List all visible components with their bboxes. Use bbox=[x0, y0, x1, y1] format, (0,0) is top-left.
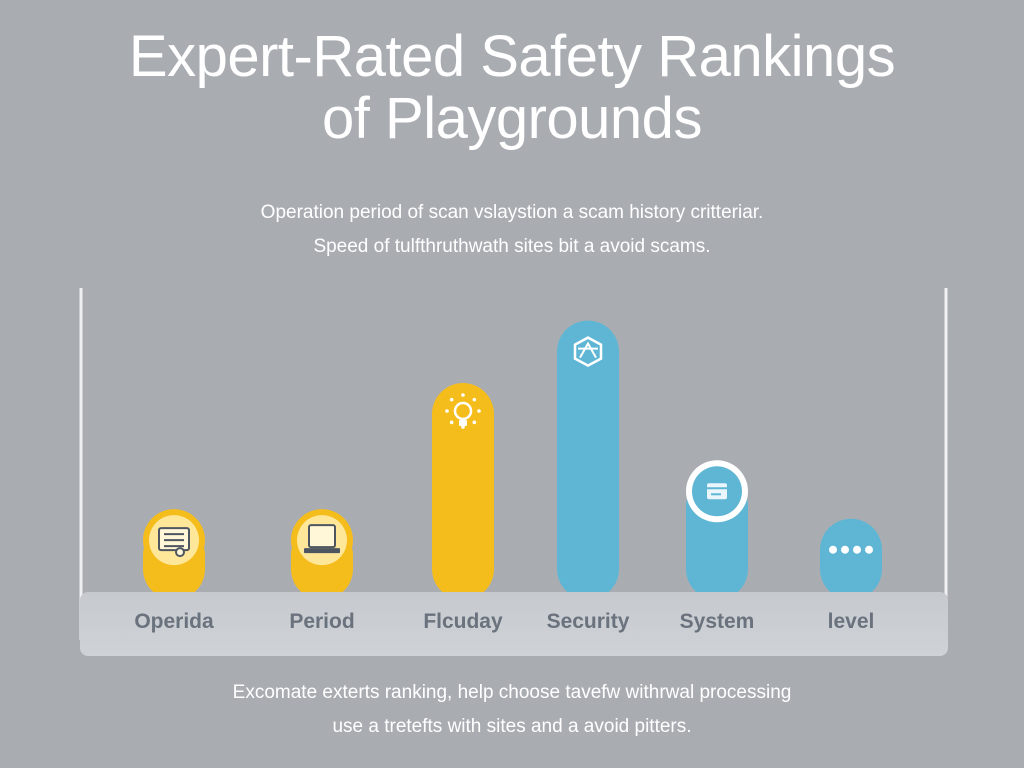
bar-group-security bbox=[557, 320, 619, 600]
bar-group-level bbox=[820, 518, 882, 600]
lightbulb-icon bbox=[445, 393, 481, 429]
chart-title: Expert-Rated Safety Rankings of Playgrou… bbox=[0, 26, 1024, 150]
footer-line-2: use a tretefts with sites and a avoid pi… bbox=[332, 716, 692, 737]
bar-security bbox=[557, 320, 619, 600]
card-icon bbox=[686, 460, 748, 523]
bar-group-period bbox=[291, 509, 353, 600]
subtitle-line-2: Speed of tulfthruthwath sites bit a avoi… bbox=[313, 236, 711, 257]
tick-label-system: System bbox=[680, 610, 755, 633]
tick-label-level: level bbox=[828, 610, 875, 633]
category-panel bbox=[80, 592, 948, 656]
footer-line-1: Excomate exterts ranking, help choose ta… bbox=[232, 682, 792, 703]
chart-footer: Excomate exterts ranking, help choose ta… bbox=[0, 676, 1024, 744]
bar-flcuday bbox=[432, 383, 494, 600]
laptop-icon bbox=[291, 509, 353, 572]
tick-label-period: Period bbox=[289, 610, 354, 633]
tick-label-flcuday: Flcuday bbox=[423, 610, 503, 633]
chart-subtitle: Operation period of scan vslaystion a sc… bbox=[0, 196, 1024, 264]
bar-group-system bbox=[686, 460, 748, 600]
bars-group bbox=[143, 320, 882, 600]
document-icon bbox=[143, 509, 205, 572]
tick-label-operida: Operida bbox=[134, 610, 214, 633]
title-line-1: Expert-Rated Safety Rankings bbox=[128, 24, 896, 89]
bar-group-flcuday bbox=[432, 383, 494, 600]
tick-labels-group: Operida Period Flcuday Security System level bbox=[134, 610, 874, 633]
tick-label-security: Security bbox=[547, 610, 630, 633]
bar-level bbox=[820, 518, 882, 600]
subtitle-line-1: Operation period of scan vslaystion a sc… bbox=[260, 202, 764, 223]
title-line-2: of Playgrounds bbox=[322, 86, 702, 151]
dots-icon bbox=[829, 545, 873, 554]
shield-icon bbox=[573, 336, 603, 368]
bar-group-operida bbox=[143, 509, 205, 600]
